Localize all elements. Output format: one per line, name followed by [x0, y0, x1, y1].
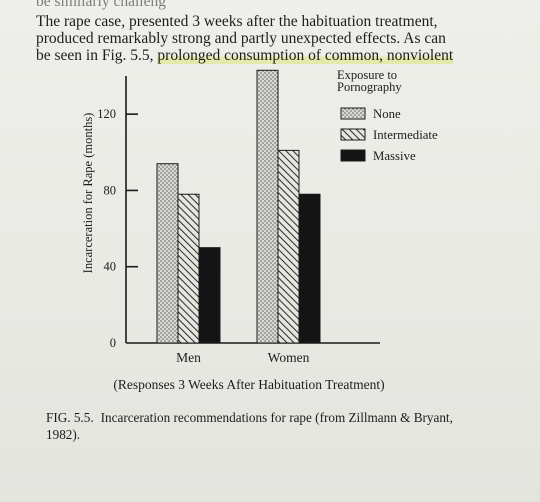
legend-label-none: None — [373, 107, 401, 121]
legend-title-line-2: Pornography — [337, 80, 402, 94]
intro-line-4: be seen in Fig. 5.5, prolonged consumpti… — [36, 47, 526, 64]
bar-women-massive — [298, 193, 321, 344]
intro-line-3: produced remarkably strong and partly un… — [36, 30, 446, 47]
legend-swatch-massive — [340, 149, 366, 162]
x-tick-label-women: Women — [268, 350, 310, 365]
x-axis-title: (Responses 3 Weeks After Habituation Tre… — [113, 377, 384, 392]
legend-label-intermediate: Intermediate — [373, 128, 438, 142]
legend-label-massive: Massive — [373, 149, 416, 163]
chart-bars — [156, 69, 321, 344]
intro-line-2: The rape case, presented 3 weeks after t… — [36, 13, 526, 30]
intro-line-2a: The rape case, presented — [36, 13, 189, 30]
legend-swatch-none — [340, 107, 366, 120]
bar-men-massive — [198, 247, 221, 344]
figure-label: FIG. 5.5. — [46, 410, 94, 425]
x-tick-label-men: Men — [176, 350, 201, 365]
intro-line-4b-highlight: prolonged consumption of common, nonviol… — [157, 47, 454, 64]
y-tick-label: 80 — [104, 183, 117, 197]
y-tick-label: 0 — [110, 336, 116, 350]
y-tick-label: 40 — [104, 260, 117, 274]
intro-line-4a: be seen in Fig. 5.5, — [36, 47, 154, 64]
figure-caption-text: Incarceration recommendations for rape (… — [46, 410, 453, 442]
legend-title-line-1: Exposure to — [337, 68, 397, 82]
bar-men-intermediate — [177, 193, 200, 344]
intro-line-1-fragment: be similarly challeng — [36, 0, 166, 10]
y-axis-label: Incarceration for Rape (months) — [81, 113, 95, 274]
intro-paragraph: be similarly challeng The rape case, pre… — [36, 0, 526, 68]
legend-swatch-intermediate — [340, 128, 366, 141]
intro-line-1: be similarly challeng — [36, 0, 526, 10]
y-tick-label: 120 — [97, 107, 116, 121]
bar-women-none — [256, 69, 279, 344]
bar-women-intermediate — [277, 149, 300, 344]
figure-caption: FIG. 5.5. Incarceration recommendations f… — [46, 409, 486, 443]
bar-men-none — [156, 163, 179, 344]
intro-line-2b: 3 weeks after the habituation treatment, — [192, 13, 438, 30]
